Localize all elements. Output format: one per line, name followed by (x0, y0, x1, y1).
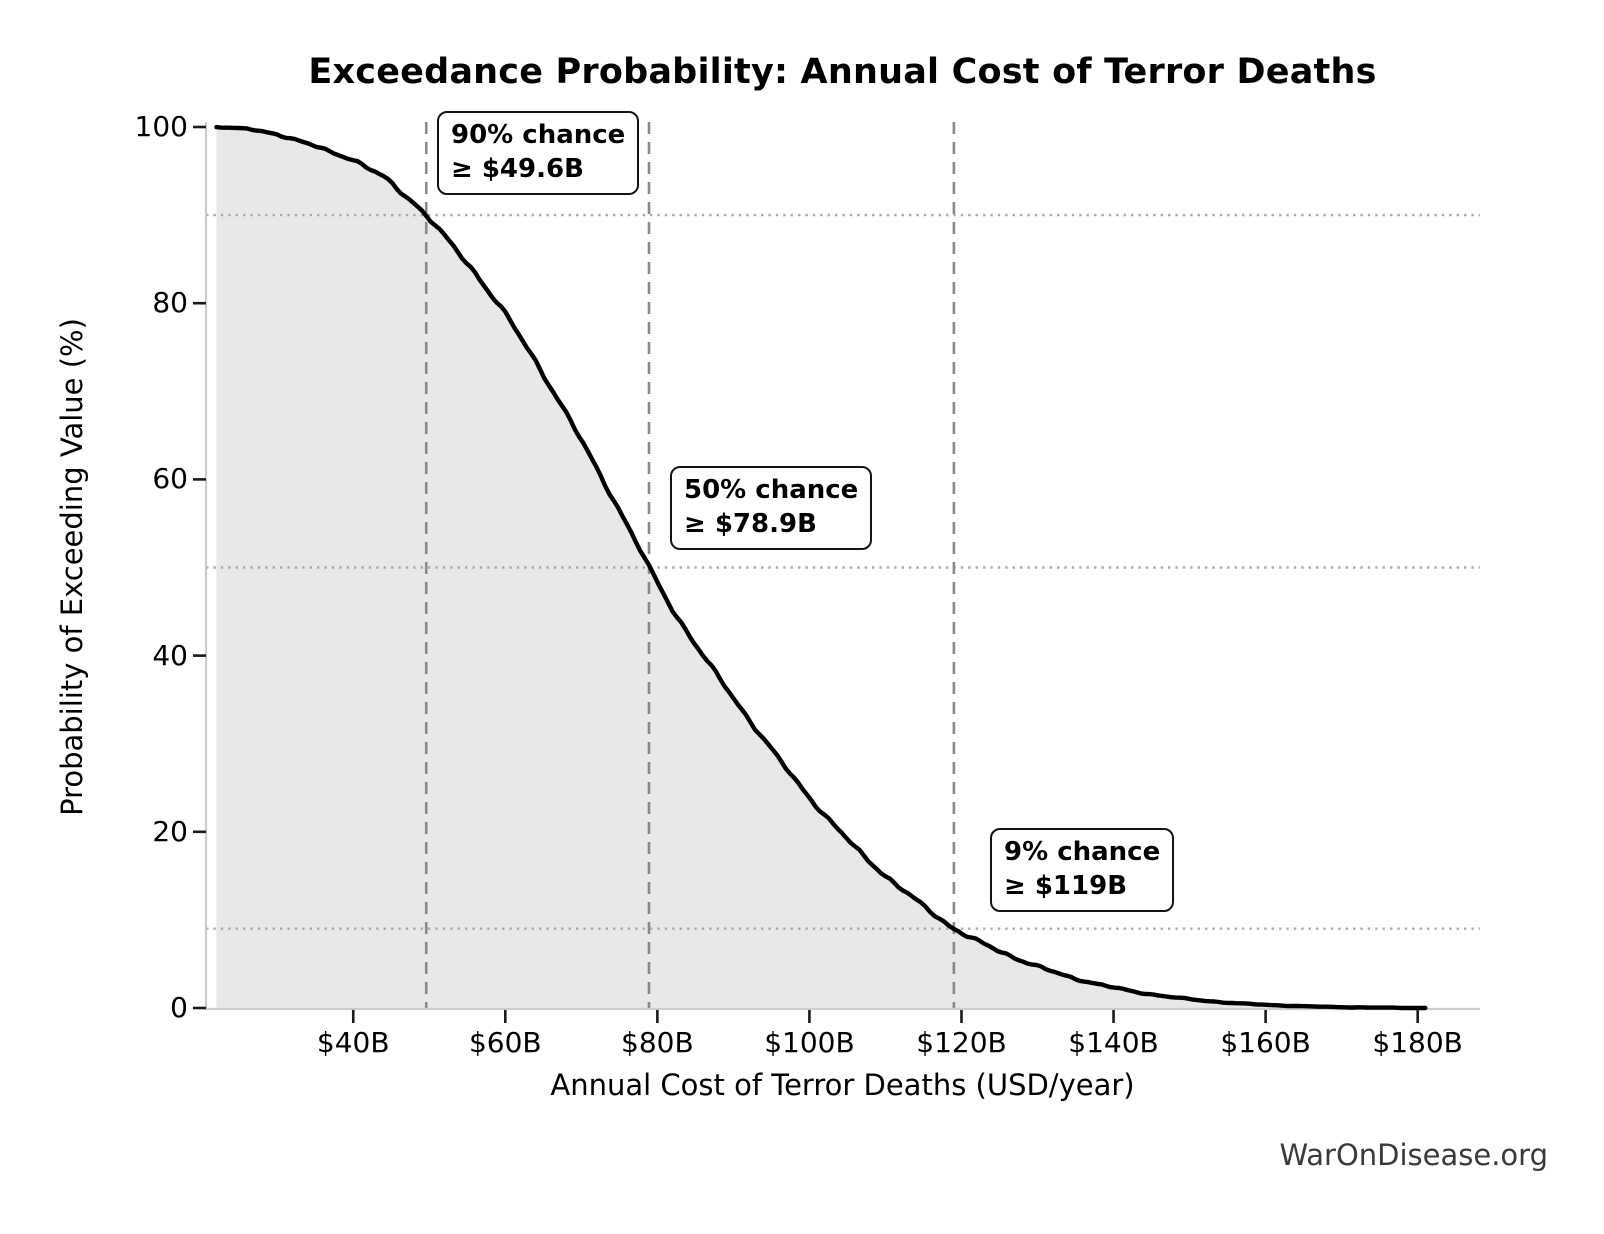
annotation-9-line1: 9% chance (1004, 837, 1161, 867)
x-tick-label-60: $60B (468, 1026, 542, 1059)
y-tick-label-100: 100 (134, 110, 188, 143)
exceedance-curve (214, 124, 1428, 1011)
annotation-50-percent: 50% chance ≥ $78.9B (670, 466, 873, 550)
annotation-50-line1: 50% chance (684, 475, 859, 505)
y-tick-label-20: 20 (152, 814, 188, 848)
chart-title: Exceedance Probability: Annual Cost of T… (308, 52, 1377, 92)
y-tick-label-80: 80 (152, 286, 188, 320)
annotation-50-line2: ≥ $78.9B (684, 509, 817, 539)
x-tick-label-80: $80B (621, 1026, 694, 1059)
curve-fill-area (216, 127, 1426, 1009)
plot-area (193, 122, 1480, 1023)
x-tick-label-180: $180B (1372, 1026, 1463, 1059)
y-tick-label-60: 60 (152, 462, 188, 496)
annotation-9-percent: 9% chance ≥ $119B (990, 828, 1175, 912)
watermark: WarOnDisease.org (1279, 1138, 1548, 1172)
x-tick-label-140: $140B (1068, 1026, 1159, 1059)
annotation-90-line1: 90% chance (451, 120, 626, 150)
annotation-90-line2: ≥ $49.6B (451, 154, 584, 184)
annotation-9-line2: ≥ $119B (1004, 871, 1128, 901)
x-axis-label: Annual Cost of Terror Deaths (USD/year) (550, 1068, 1135, 1102)
y-axis-label: Probability of Exceeding Value (%) (55, 318, 89, 816)
x-tick-label-120: $120B (916, 1026, 1007, 1059)
y-tick-label-40: 40 (152, 638, 188, 672)
y-tick-label-0: 0 (170, 991, 188, 1024)
annotation-90-percent: 90% chance ≥ $49.6B (437, 111, 640, 195)
x-tick-label-40: $40B (316, 1026, 390, 1059)
x-tick-label-100: $100B (764, 1026, 855, 1059)
x-tick-label-160: $160B (1220, 1026, 1311, 1059)
